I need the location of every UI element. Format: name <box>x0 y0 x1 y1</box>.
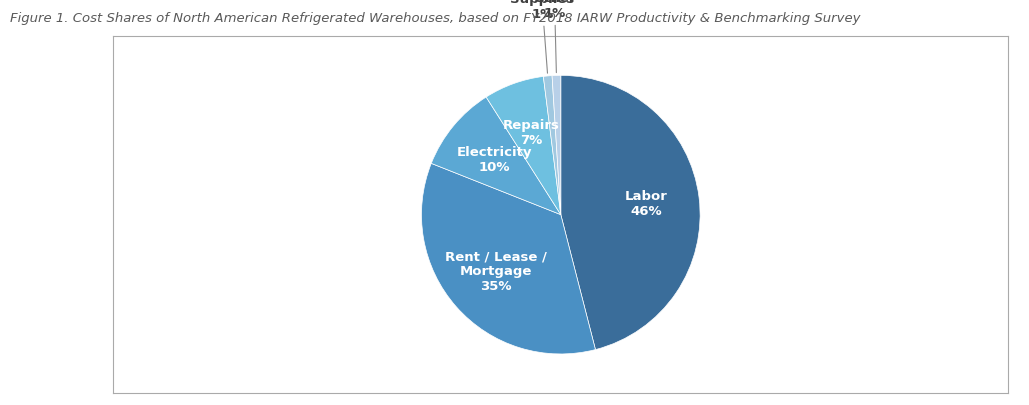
Text: Electricity
10%: Electricity 10% <box>457 145 532 174</box>
Wedge shape <box>422 163 596 354</box>
Text: Rent / Lease /
Mortgage
35%: Rent / Lease / Mortgage 35% <box>446 250 547 293</box>
Wedge shape <box>486 77 561 215</box>
Text: Other
1%: Other 1% <box>533 0 576 72</box>
Text: Repairs
7%: Repairs 7% <box>503 119 560 147</box>
Wedge shape <box>552 75 561 215</box>
Wedge shape <box>431 97 561 215</box>
Wedge shape <box>543 76 561 215</box>
Text: Figure 1. Cost Shares of North American Refrigerated Warehouses, based on FY2018: Figure 1. Cost Shares of North American … <box>10 12 861 25</box>
Text: Labor
46%: Labor 46% <box>625 190 668 218</box>
Wedge shape <box>561 75 700 350</box>
Text: Supplies
1%: Supplies 1% <box>510 0 574 73</box>
